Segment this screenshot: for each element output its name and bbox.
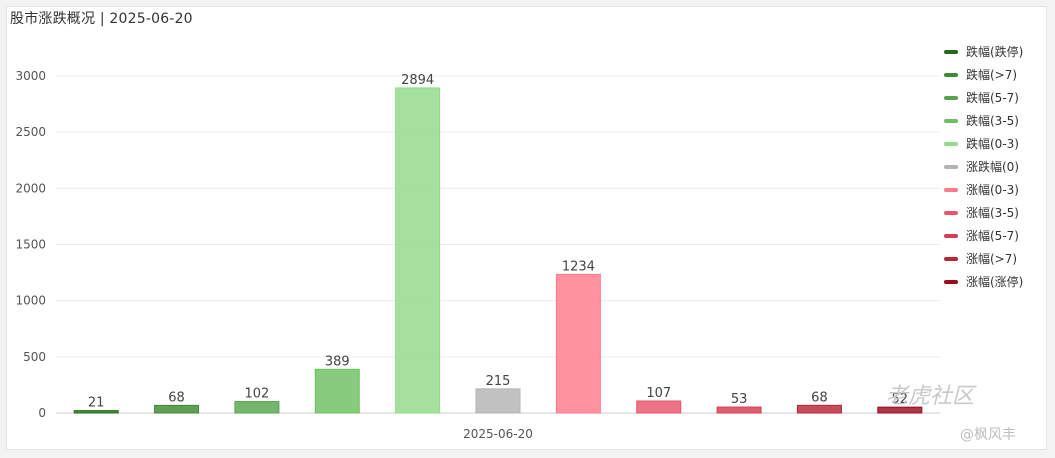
legend-swatch xyxy=(944,233,958,238)
legend-item[interactable]: 涨幅(0-3) xyxy=(944,178,1023,201)
y-tick-label: 500 xyxy=(23,350,46,364)
legend-label: 跌幅(0-3) xyxy=(966,137,1019,151)
watermark-user: @枫风丰 xyxy=(960,427,1016,443)
legend-item[interactable]: 涨幅(>7) xyxy=(944,247,1023,270)
legend-swatch xyxy=(944,72,958,77)
bar xyxy=(877,406,923,414)
y-tick-label: 1000 xyxy=(15,294,46,308)
legend-swatch xyxy=(944,118,958,123)
legend-label: 涨幅(涨停) xyxy=(966,275,1024,289)
bar xyxy=(796,404,842,414)
y-tick-label: 2000 xyxy=(15,181,46,195)
y-tick-label: 1500 xyxy=(15,238,46,252)
bar xyxy=(475,388,521,414)
legend-item[interactable]: 涨跌幅(0) xyxy=(944,155,1023,178)
bar xyxy=(716,406,762,414)
bar xyxy=(314,368,360,414)
legend-swatch xyxy=(944,49,958,54)
y-tick-label: 3000 xyxy=(15,69,46,83)
legend-item[interactable]: 跌幅(>7) xyxy=(944,63,1023,86)
legend-label: 涨幅(>7) xyxy=(966,252,1018,266)
x-tick-label: 2025-06-20 xyxy=(463,427,533,441)
legend-label: 跌幅(5-7) xyxy=(966,91,1019,105)
legend-item[interactable]: 涨幅(3-5) xyxy=(944,201,1023,224)
legend-label: 涨幅(0-3) xyxy=(966,183,1019,197)
legend-label: 涨跌幅(0) xyxy=(966,160,1019,174)
legend-item[interactable]: 跌幅(3-5) xyxy=(944,109,1023,132)
legend-swatch xyxy=(944,141,958,146)
chart-panel xyxy=(6,6,1047,450)
data-label: 53 xyxy=(731,392,748,407)
bar xyxy=(154,404,200,414)
legend-swatch xyxy=(944,210,958,215)
legend-swatch xyxy=(944,164,958,169)
data-label: 215 xyxy=(486,374,511,389)
bar xyxy=(234,401,280,414)
bar xyxy=(555,273,601,414)
data-label: 21 xyxy=(88,396,105,411)
legend-label: 涨幅(5-7) xyxy=(966,229,1019,243)
bar xyxy=(636,400,682,414)
legend-swatch xyxy=(944,256,958,261)
legend-label: 跌幅(>7) xyxy=(966,68,1018,82)
y-tick-label: 2500 xyxy=(15,125,46,139)
data-label: 68 xyxy=(168,390,185,405)
legend-item[interactable]: 跌幅(0-3) xyxy=(944,132,1023,155)
legend-label: 涨幅(3-5) xyxy=(966,206,1019,220)
legend-item[interactable]: 涨幅(5-7) xyxy=(944,224,1023,247)
legend-item[interactable]: 跌幅(跌停) xyxy=(944,40,1023,63)
bar xyxy=(73,410,119,414)
chart-title: 股市涨跌概况 | 2025-06-20 xyxy=(10,11,193,27)
bar xyxy=(395,87,441,414)
legend-swatch xyxy=(944,279,958,284)
legend-item[interactable]: 涨幅(涨停) xyxy=(944,270,1023,293)
legend-item[interactable]: 跌幅(5-7) xyxy=(944,86,1023,109)
legend: 跌幅(跌停) 跌幅(>7) 跌幅(5-7) 跌幅(3-5) 跌幅(0-3) 涨跌幅(0) 涨… xyxy=(944,40,1023,293)
legend-swatch xyxy=(944,95,958,100)
data-label: 1234 xyxy=(562,259,595,274)
data-label: 68 xyxy=(811,390,828,405)
y-tick-label: 0 xyxy=(38,406,46,420)
data-label: 2894 xyxy=(401,73,434,88)
data-label: 102 xyxy=(244,387,269,402)
watermark-brand: 老虎社区 xyxy=(886,384,975,409)
legend-label: 跌幅(3-5) xyxy=(966,114,1019,128)
data-label: 107 xyxy=(646,386,671,401)
data-label: 389 xyxy=(325,354,350,369)
data-label: 52 xyxy=(892,392,909,407)
legend-label: 跌幅(跌停) xyxy=(966,45,1024,59)
legend-swatch xyxy=(944,187,958,192)
